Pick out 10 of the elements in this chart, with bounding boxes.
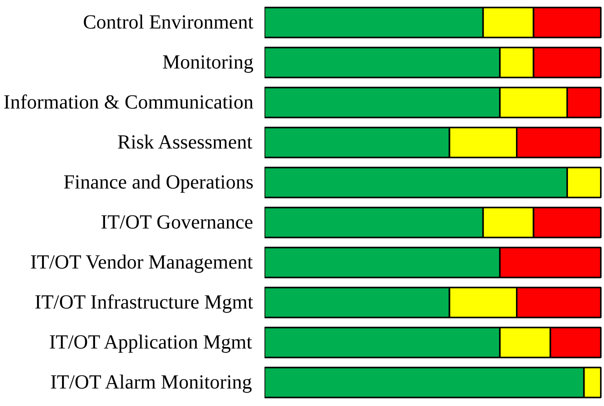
y-tick-label: Risk Assessment [117, 132, 253, 154]
y-tick-label: IT/OT Vendor Management [30, 252, 254, 274]
y-tick-label: IT/OT Alarm Monitoring [50, 372, 252, 394]
y-tick-label: IT/OT Governance [100, 212, 254, 234]
y-tick-label: Monitoring [162, 52, 254, 74]
y-tick-label: Information & Communication [4, 92, 254, 114]
y-tick-label: Finance and Operations [64, 172, 254, 194]
y-tick-label: IT/OT Application Mgmt [49, 332, 252, 354]
y-tick-label: Control Environment [82, 12, 254, 34]
y-tick-label: IT/OT Infrastructure Mgmt [34, 292, 254, 314]
